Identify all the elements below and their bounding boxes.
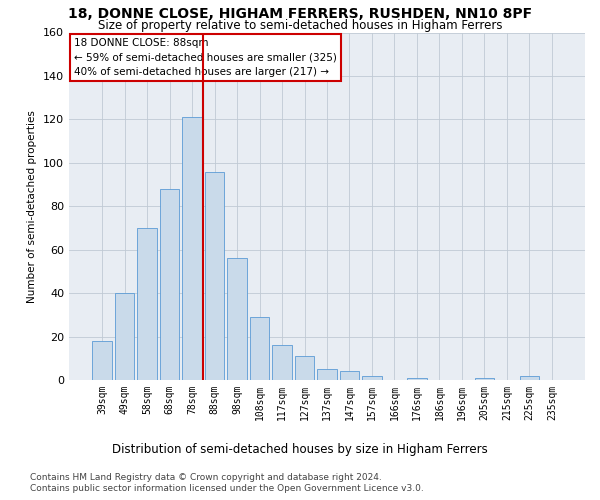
Bar: [250, 317, 269, 380]
Bar: [227, 258, 247, 380]
Bar: [182, 117, 202, 380]
Text: Size of property relative to semi-detached houses in Higham Ferrers: Size of property relative to semi-detach…: [98, 19, 502, 32]
Bar: [475, 378, 494, 380]
Text: 18, DONNE CLOSE, HIGHAM FERRERS, RUSHDEN, NN10 8PF: 18, DONNE CLOSE, HIGHAM FERRERS, RUSHDEN…: [68, 8, 532, 22]
Bar: [407, 378, 427, 380]
Bar: [137, 228, 157, 380]
Bar: [317, 369, 337, 380]
Text: Contains public sector information licensed under the Open Government Licence v3: Contains public sector information licen…: [30, 484, 424, 493]
Bar: [520, 376, 539, 380]
Bar: [340, 372, 359, 380]
Bar: [160, 189, 179, 380]
Text: Contains HM Land Registry data © Crown copyright and database right 2024.: Contains HM Land Registry data © Crown c…: [30, 472, 382, 482]
Text: Distribution of semi-detached houses by size in Higham Ferrers: Distribution of semi-detached houses by …: [112, 442, 488, 456]
Bar: [205, 172, 224, 380]
Bar: [92, 341, 112, 380]
Bar: [272, 345, 292, 380]
Text: 18 DONNE CLOSE: 88sqm
← 59% of semi-detached houses are smaller (325)
40% of sem: 18 DONNE CLOSE: 88sqm ← 59% of semi-deta…: [74, 38, 337, 78]
Bar: [362, 376, 382, 380]
Bar: [295, 356, 314, 380]
Y-axis label: Number of semi-detached properties: Number of semi-detached properties: [28, 110, 37, 302]
Bar: [115, 293, 134, 380]
